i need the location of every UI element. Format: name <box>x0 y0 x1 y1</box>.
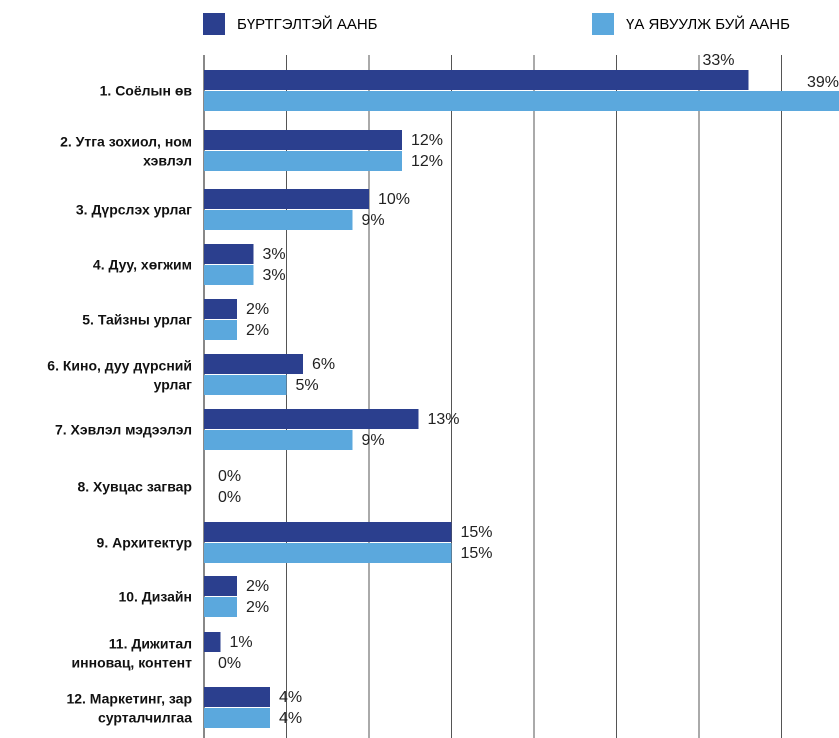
bar-active <box>204 91 839 111</box>
category-label: 12. Маркетинг, зар сурталчилгаа <box>66 691 192 726</box>
bar-active <box>204 265 254 285</box>
category-label: 4. Дуу, хөгжим <box>93 257 192 273</box>
bar-active <box>204 320 237 340</box>
value-label-active: 2% <box>246 599 269 616</box>
bar-active <box>204 543 452 563</box>
value-label-active: 39% <box>807 74 839 91</box>
bar-registered <box>204 576 237 596</box>
value-label-registered: 33% <box>702 52 734 69</box>
bar-registered <box>204 632 221 652</box>
category-label: 5. Тайзны урлаг <box>82 312 192 328</box>
value-label-active: 15% <box>461 545 493 562</box>
value-label-registered: 4% <box>279 689 302 706</box>
legend-item-active: ҮА ЯВУУЛЖ БУЙ ААНБ <box>592 13 790 35</box>
category-label: 6. Кино, дуу дүрсний урлаг <box>47 358 192 393</box>
value-label-active: 9% <box>362 432 385 449</box>
category-label: 8. Хувцас загвар <box>77 479 192 495</box>
bar-registered <box>204 244 254 264</box>
bar-registered <box>204 354 303 374</box>
value-label-active: 0% <box>218 489 241 506</box>
value-label-registered: 10% <box>378 191 410 208</box>
value-label-registered: 6% <box>312 356 335 373</box>
bar-registered <box>204 522 452 542</box>
value-label-registered: 12% <box>411 132 443 149</box>
value-label-registered: 0% <box>218 468 241 485</box>
value-label-active: 9% <box>362 212 385 229</box>
value-label-active: 12% <box>411 153 443 170</box>
bar-active <box>204 708 270 728</box>
bar-registered <box>204 299 237 319</box>
bar-registered <box>204 189 369 209</box>
category-label: 2. Утга зохиол, ном хэвлэл <box>60 134 192 169</box>
value-label-active: 5% <box>296 377 319 394</box>
bar-registered <box>204 687 270 707</box>
value-label-registered: 15% <box>461 524 493 541</box>
category-label: 3. Дүрслэх урлаг <box>76 202 192 218</box>
bar-active <box>204 430 353 450</box>
value-label-active: 0% <box>218 655 241 672</box>
bar-active <box>204 210 353 230</box>
value-label-active: 2% <box>246 322 269 339</box>
bar-active <box>204 375 287 395</box>
category-label: 9. Архитектур <box>97 535 192 551</box>
value-label-registered: 3% <box>263 246 286 263</box>
legend-item-registered: БҮРТГЭЛТЭЙ ААНБ <box>203 13 378 35</box>
legend-label-active: ҮА ЯВУУЛЖ БУЙ ААНБ <box>626 15 790 33</box>
value-label-registered: 13% <box>428 411 460 428</box>
bar-active <box>204 597 237 617</box>
value-label-active: 3% <box>263 267 286 284</box>
bar-registered <box>204 70 749 90</box>
value-label-active: 4% <box>279 710 302 727</box>
category-label: 1. Соёлын өв <box>100 83 193 99</box>
value-label-registered: 2% <box>246 578 269 595</box>
bar-active <box>204 151 402 171</box>
value-label-registered: 2% <box>246 301 269 318</box>
value-label-registered: 1% <box>230 634 253 651</box>
category-label: 11. Дижитал инновац, контент <box>72 636 193 671</box>
bar-registered <box>204 409 419 429</box>
bar-registered <box>204 130 402 150</box>
category-label: 7. Хэвлэл мэдээлэл <box>55 422 192 438</box>
legend-label-registered: БҮРТГЭЛТЭЙ ААНБ <box>237 15 378 33</box>
legend-swatch-registered <box>203 13 225 35</box>
legend-swatch-active <box>592 13 614 35</box>
category-label: 10. Дизайн <box>118 589 192 605</box>
